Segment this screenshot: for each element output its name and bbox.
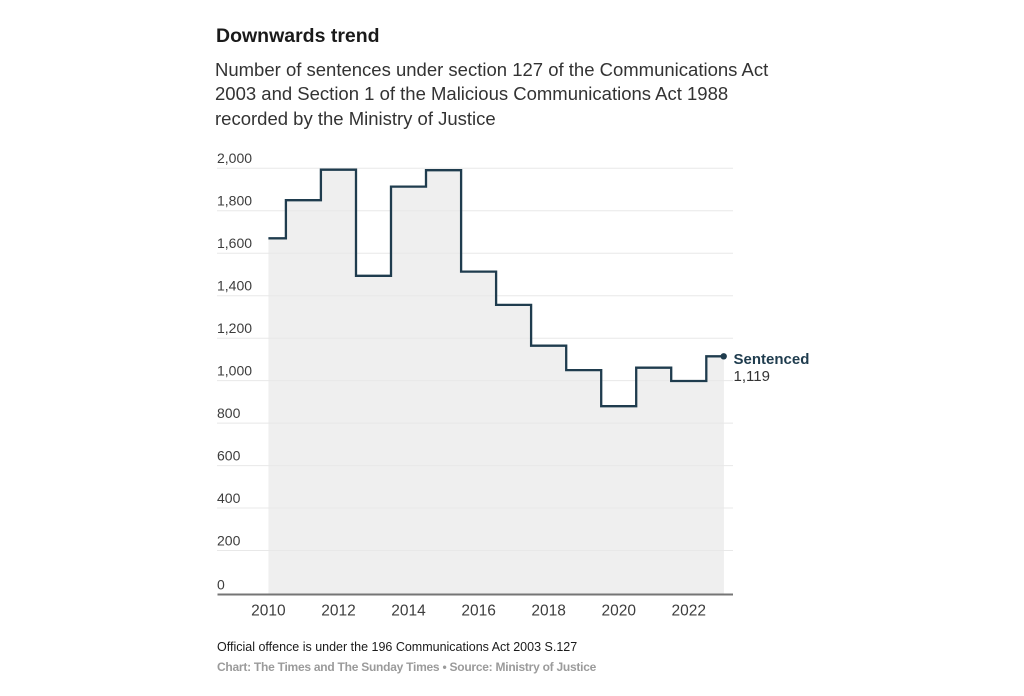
svg-text:2012: 2012 bbox=[321, 602, 355, 619]
svg-text:2010: 2010 bbox=[251, 602, 286, 619]
svg-text:2022: 2022 bbox=[672, 602, 706, 619]
svg-text:400: 400 bbox=[217, 490, 241, 506]
svg-text:1,119: 1,119 bbox=[734, 368, 770, 385]
svg-text:2018: 2018 bbox=[531, 602, 565, 619]
svg-text:2014: 2014 bbox=[391, 602, 426, 619]
svg-text:1,200: 1,200 bbox=[217, 320, 252, 336]
svg-text:0: 0 bbox=[217, 576, 225, 592]
svg-text:1,800: 1,800 bbox=[217, 193, 252, 209]
svg-text:1,000: 1,000 bbox=[217, 362, 252, 378]
svg-text:1,400: 1,400 bbox=[217, 278, 252, 294]
svg-text:2020: 2020 bbox=[601, 602, 636, 619]
svg-text:Sentenced: Sentenced bbox=[734, 351, 810, 368]
svg-text:2,000: 2,000 bbox=[217, 150, 252, 166]
svg-text:200: 200 bbox=[217, 532, 241, 548]
svg-text:1,600: 1,600 bbox=[217, 235, 252, 251]
svg-text:2016: 2016 bbox=[461, 602, 495, 619]
svg-text:800: 800 bbox=[217, 405, 241, 421]
svg-text:600: 600 bbox=[217, 447, 241, 463]
